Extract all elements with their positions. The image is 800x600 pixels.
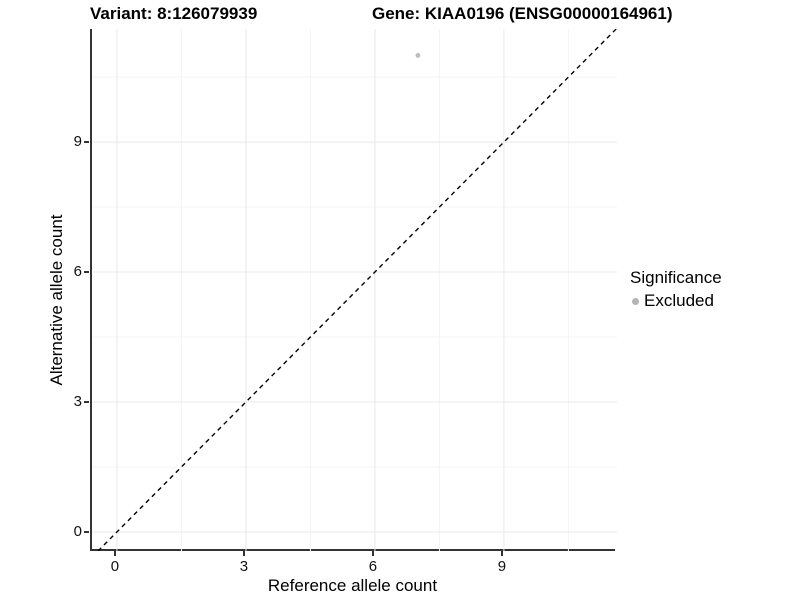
x-tick-mark: [500, 551, 503, 556]
data-point: [415, 53, 421, 58]
legend-item: Excluded: [630, 291, 722, 311]
y-tick-mark: [84, 141, 89, 144]
y-tick-mark: [84, 530, 89, 533]
legend: Significance Excluded: [630, 268, 722, 311]
y-tick-mark: [84, 400, 89, 403]
x-tick-label: 9: [497, 558, 507, 575]
x-tick-mark: [242, 551, 245, 556]
legend-items: Excluded: [630, 291, 722, 311]
x-tick-label: 3: [239, 558, 249, 575]
legend-point-icon: [632, 297, 639, 305]
legend-item-label: Excluded: [644, 291, 714, 310]
x-axis-title: Reference allele count: [267, 576, 438, 595]
x-tick-label: 6: [368, 558, 378, 575]
y-tick-label: 6: [73, 263, 82, 281]
y-axis-title: Alternative allele count: [47, 214, 66, 386]
y-tick-mark: [84, 271, 89, 274]
x-tick-mark: [113, 551, 116, 556]
plot-canvas: [92, 29, 617, 551]
y-tick-label: 9: [73, 133, 82, 151]
gene-title: Gene: KIAA0196 (ENSG00000164961): [372, 4, 673, 23]
x-tick-label: 0: [110, 558, 120, 575]
y-tick-label: 0: [73, 522, 82, 540]
plot-panel: [90, 29, 617, 551]
identity-line: [97, 29, 617, 551]
y-tick-label: 3: [73, 392, 82, 410]
x-tick-mark: [371, 551, 374, 556]
variant-title: Variant: 8:126079939: [90, 4, 258, 23]
legend-title: Significance: [630, 268, 722, 287]
